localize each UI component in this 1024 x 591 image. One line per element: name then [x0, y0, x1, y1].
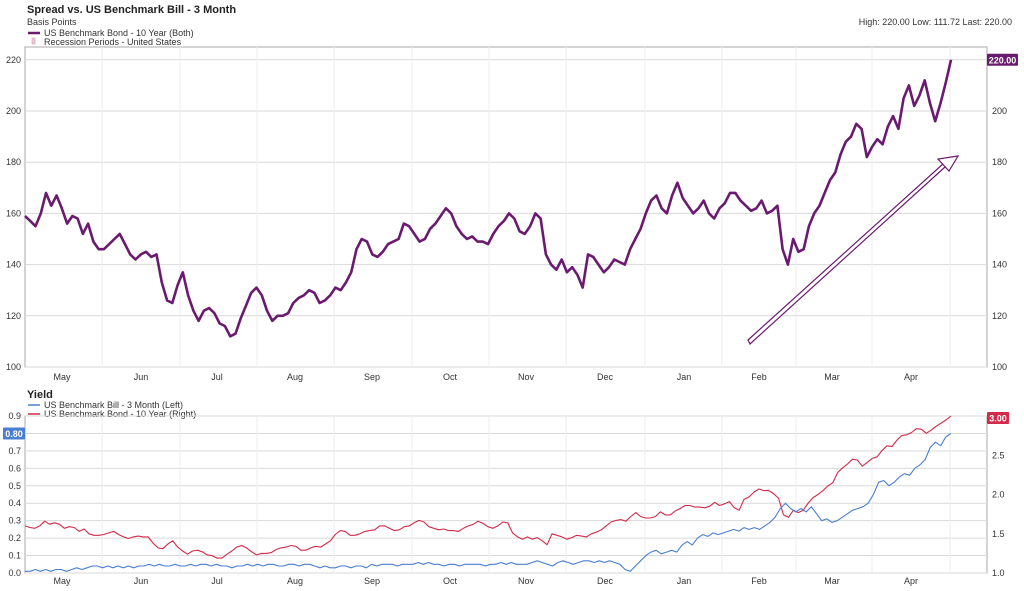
spread-series-line [24, 59, 953, 338]
top-x-tick-label: Nov [518, 372, 535, 382]
svg-text:3.00: 3.00 [989, 414, 1007, 424]
top-x-tick-label: Jan [677, 372, 692, 382]
bottom-x-tick-label: Apr [904, 576, 918, 586]
top-y-tick-right: 100 [992, 362, 1007, 372]
bottom-y-tick-right: 2.5 [992, 450, 1005, 460]
bottom-y-tick-left: 0.6 [8, 463, 21, 473]
top-x-tick-label: Sep [364, 372, 380, 382]
top-x-tick-label: Dec [597, 372, 614, 382]
top-x-tick-label: Jul [211, 372, 223, 382]
bottom-plot-frame [24, 415, 988, 574]
top-y-tick-left: 100 [6, 362, 21, 372]
svg-text:220.00: 220.00 [989, 55, 1017, 65]
bottom-y-tick-right: 1.5 [992, 529, 1005, 539]
bottom-x-tick-label: May [53, 576, 71, 586]
bottom-x-tick-label: Feb [751, 576, 767, 586]
legend-label-spread[interactable]: US Benchmark Bond - 10 Year (Both) [44, 28, 194, 38]
bill-yield-line [25, 432, 952, 572]
top-last-value-badge: 220.00 [987, 53, 1018, 66]
bottom-right-y-ticks: 1.0 1.5 2.0 2.5 [992, 450, 1005, 578]
bill-last-value-badge: 0.80 [3, 427, 25, 440]
top-plot-frame [24, 46, 988, 368]
svg-text:0.80: 0.80 [5, 429, 23, 439]
bond-last-value-badge: 3.00 [987, 412, 1009, 424]
top-y-tick-left: 220 [6, 55, 21, 65]
top-x-tick-label: Jun [134, 372, 149, 382]
top-x-tick-label: Mar [824, 372, 840, 382]
bottom-x-tick-label: Mar [824, 576, 840, 586]
bottom-x-tick-label: Nov [518, 576, 535, 586]
trend-arrow [747, 155, 960, 345]
bottom-x-tick-label: Jul [211, 576, 223, 586]
bottom-x-tick-label: Jun [134, 576, 149, 586]
legend-label-recession[interactable]: Recession Periods - United States [44, 37, 182, 47]
bottom-y-tick-left: 0.0 [8, 568, 21, 578]
top-x-tick-label: Feb [751, 372, 767, 382]
top-y-tick-right: 180 [992, 157, 1007, 167]
top-x-tick-label: Apr [904, 372, 918, 382]
bottom-y-tick-left: 0.3 [8, 516, 21, 526]
top-y-tick-right: 160 [992, 208, 1007, 218]
bottom-y-tick-left: 0.1 [8, 551, 21, 561]
bottom-y-tick-right: 1.0 [992, 568, 1005, 578]
top-y-tick-left: 120 [6, 311, 21, 321]
top-x-ticks: May Jun Jul Aug Sep Oct Nov Dec Jan Feb Mar Apr [53, 372, 918, 382]
top-x-tick-label: Oct [443, 372, 458, 382]
bond-yield-line [24, 415, 952, 559]
bottom-chart-title: Yield [27, 389, 53, 401]
top-y-tick-right: 200 [992, 106, 1007, 116]
bottom-x-tick-label: Dec [597, 576, 614, 586]
bottom-x-tick-label: Aug [287, 576, 303, 586]
bottom-x-tick-label: Oct [443, 576, 458, 586]
bottom-y-tick-left: 0.2 [8, 533, 21, 543]
top-y-tick-left: 200 [6, 106, 21, 116]
bottom-x-tick-label: Sep [364, 576, 380, 586]
top-gridlines [25, 47, 987, 368]
top-x-tick-label: May [53, 372, 71, 382]
legend-label-bill[interactable]: US Benchmark Bill - 3 Month (Left) [44, 400, 183, 410]
bottom-y-tick-right: 2.0 [992, 490, 1005, 500]
bottom-y-tick-left: 0.5 [8, 481, 21, 491]
bottom-x-tick-label: Jan [677, 576, 692, 586]
top-chart-title: Spread vs. US Benchmark Bill - 3 Month [27, 4, 236, 16]
top-y-tick-left: 180 [6, 157, 21, 167]
bottom-y-tick-left: 0.9 [8, 411, 21, 421]
top-chart-stats: High: 220.00 Low: 111.72 Last: 220.00 [859, 17, 1012, 27]
top-y-tick-right: 140 [992, 260, 1007, 270]
legend-label-bond[interactable]: US Benchmark Bond - 10 Year (Right) [44, 409, 196, 419]
top-y-tick-right: 120 [992, 311, 1007, 321]
top-y-tick-left: 140 [6, 260, 21, 270]
top-chart-subtitle: Basis Points [27, 17, 77, 27]
legend-swatch-recession [31, 37, 36, 45]
bottom-gridlines [25, 415, 987, 574]
top-y-tick-left: 160 [6, 208, 21, 218]
bottom-y-tick-left: 0.4 [8, 498, 21, 508]
bottom-x-ticks: May Jun Jul Aug Sep Oct Nov Dec Jan Feb Mar Apr [53, 576, 918, 586]
top-x-tick-label: Aug [287, 372, 303, 382]
bottom-y-tick-left: 0.7 [8, 446, 21, 456]
